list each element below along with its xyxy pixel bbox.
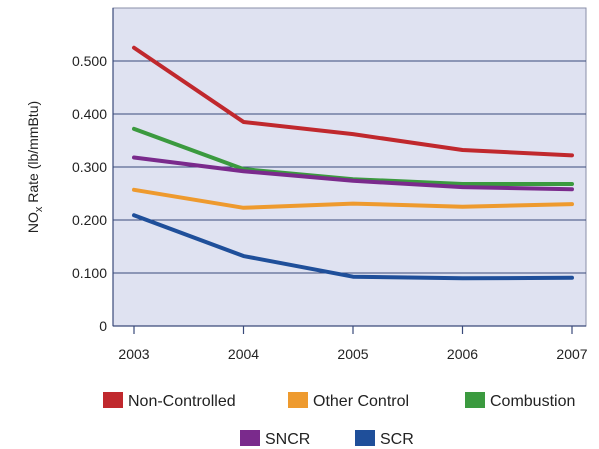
x-tick-label: 2007 xyxy=(556,346,587,362)
y-tick-label: 0 xyxy=(99,318,107,334)
legend-label: Combustion xyxy=(490,393,575,410)
legend-swatch xyxy=(240,430,260,446)
y-tick-label: 0.300 xyxy=(72,159,107,175)
y-tick-label: 0.500 xyxy=(72,53,107,69)
legend-item-other-control: Other Control xyxy=(288,392,409,410)
series-line-scr xyxy=(132,213,574,281)
legend-item-non-controlled: Non-Controlled xyxy=(103,392,236,410)
legend-swatch xyxy=(103,392,123,408)
series-lines xyxy=(132,45,574,281)
legend-label: Non-Controlled xyxy=(128,393,236,410)
legend-item-scr: SCR xyxy=(355,430,414,448)
legend: Non-Controlled Other Control Combustion SNC… xyxy=(103,392,575,448)
legend-swatch xyxy=(355,430,375,446)
legend-item-sncr: SNCR xyxy=(240,430,310,448)
y-axis-title-prefix: NO xyxy=(25,212,41,233)
y-axis-title-suffix: Rate (lb/mmBtu) xyxy=(25,101,41,207)
y-axis-title-subscript: x xyxy=(33,206,45,212)
y-tick-labels: 0 0.100 0.200 0.300 0.400 0.500 xyxy=(72,53,107,334)
y-tick-label: 0.200 xyxy=(72,212,107,228)
gridlines xyxy=(113,60,586,274)
x-tick-label: 2004 xyxy=(228,346,259,362)
series-line-sncr xyxy=(132,155,574,192)
legend-label: SNCR xyxy=(265,431,310,448)
x-tick-label: 2005 xyxy=(337,346,368,362)
y-tick-label: 0.100 xyxy=(72,265,107,281)
y-axis-title: NOx Rate (lb/mmBtu) xyxy=(25,101,45,233)
legend-label: Other Control xyxy=(313,393,409,410)
legend-swatch xyxy=(465,392,485,408)
y-tick-label: 0.400 xyxy=(72,106,107,122)
legend-item-combustion: Combustion xyxy=(465,392,575,410)
series-line-non-controlled xyxy=(132,45,574,158)
x-tick-labels: 2003 2004 2005 2006 2007 xyxy=(118,346,587,362)
axes xyxy=(112,8,586,334)
x-tick-label: 2003 xyxy=(118,346,149,362)
series-line-other-control xyxy=(132,187,574,210)
legend-swatch xyxy=(288,392,308,408)
x-tick-label: 2006 xyxy=(447,346,478,362)
legend-label: SCR xyxy=(380,431,414,448)
